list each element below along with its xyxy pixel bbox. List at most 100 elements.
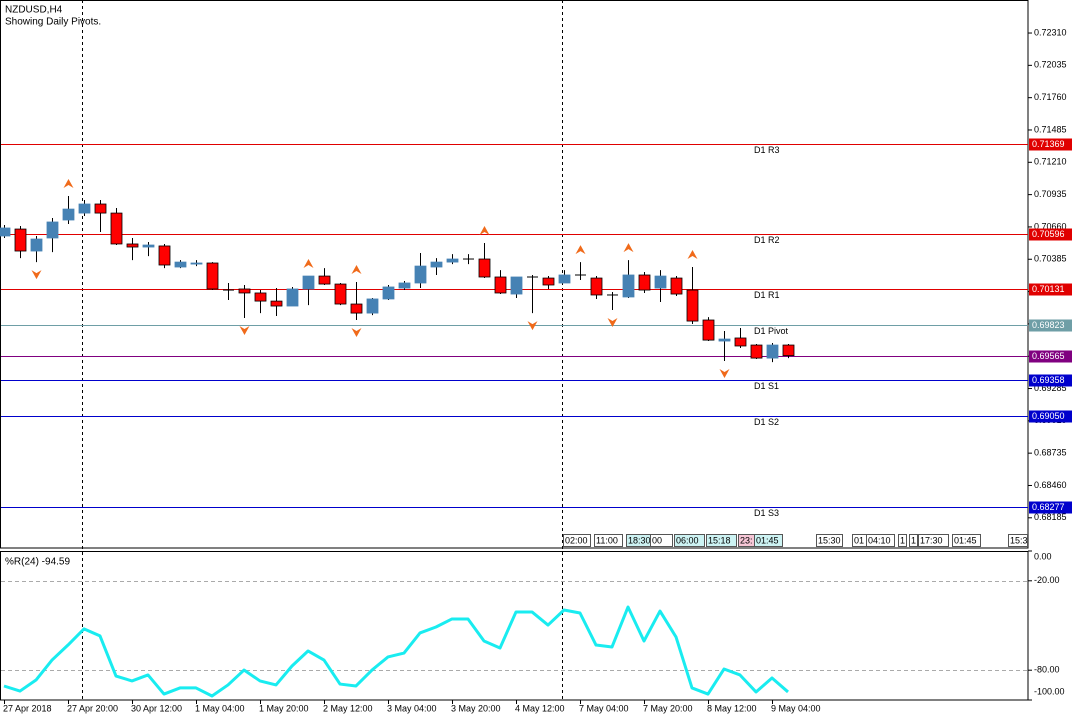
pivot-name: D1 S2: [754, 417, 779, 427]
candle-body: [366, 298, 379, 314]
main-panel-border: [0, 0, 1029, 549]
candle-body: [318, 275, 331, 285]
time-box: [563, 534, 591, 547]
time-box: [898, 534, 907, 547]
fractal-up: [303, 259, 314, 269]
candle-body: [590, 277, 603, 296]
y-tick-label: -80.00: [1034, 665, 1060, 675]
candle-body: [430, 261, 443, 268]
price-label-box: [1029, 350, 1072, 363]
time-box-label: 06:00: [676, 535, 699, 545]
time-box: [1008, 534, 1028, 547]
candle-body: [238, 288, 251, 294]
candle-body: [0, 227, 11, 237]
time-box-label: 01:45: [954, 535, 977, 545]
x-tick-label: 8 May 12:00: [707, 703, 757, 713]
candle-body: [734, 337, 747, 347]
price-label: 0.71369: [1032, 139, 1065, 149]
candle-body: [350, 303, 363, 314]
y-tick-label: -100.00: [1034, 686, 1065, 696]
candle-body: [14, 228, 27, 252]
fractal-up: [479, 226, 490, 236]
time-box: [816, 534, 843, 547]
y-tick-label: 0.72310: [1034, 27, 1067, 37]
pivot-name: D1 R1: [754, 290, 780, 300]
candle-body: [302, 275, 315, 290]
candle-body: [46, 221, 59, 239]
time-box: [754, 534, 783, 547]
candle-body: [174, 261, 187, 268]
candle-body: [510, 276, 523, 295]
candle-body: [654, 275, 667, 289]
indicator-panel-border: [0, 551, 1029, 701]
y-tick-label: 0.68735: [1034, 448, 1067, 458]
price-label: 0.69565: [1032, 351, 1065, 361]
price-label-box: [1029, 374, 1072, 387]
fractal-down: [239, 326, 250, 336]
time-box: [909, 534, 918, 547]
price-label-box: [1029, 410, 1072, 423]
price-label: 0.70131: [1032, 284, 1065, 294]
y-tick-label: 0.70385: [1034, 254, 1067, 264]
candle-body: [558, 274, 571, 284]
time-box: [594, 534, 623, 547]
y-tick-label: 0.72035: [1034, 60, 1067, 70]
y-tick-label: 0.70935: [1034, 189, 1067, 199]
price-label-box: [1029, 138, 1072, 151]
time-box-label: 11:00: [596, 535, 618, 545]
time-box-label: 15:3: [1010, 535, 1028, 545]
candle-body: [78, 203, 91, 214]
price-label-box: [1029, 283, 1072, 296]
y-tick-label: 0.71485: [1034, 124, 1067, 134]
y-tick-label: 0.00: [1034, 551, 1052, 561]
candle-body: [254, 292, 267, 302]
candle-body: [494, 276, 507, 294]
chart-subtitle: Showing Daily Pivots.: [5, 17, 101, 28]
time-box-label: 01:45: [756, 535, 779, 545]
time-box-label: 01: [854, 535, 864, 545]
indicator-title: %R(24) -94.59: [5, 557, 70, 568]
time-box: [706, 534, 737, 547]
time-box-label: 23:: [740, 535, 753, 545]
fractal-down: [607, 318, 618, 328]
y-tick-label: 0.70660: [1034, 221, 1067, 231]
pivot-name: D1 Pivot: [754, 326, 789, 336]
fractal-up: [351, 265, 362, 275]
candle-body: [414, 265, 427, 284]
candle-body: [62, 208, 75, 221]
candle-body: [478, 258, 491, 278]
time-box-label: 04:10: [868, 535, 891, 545]
time-box-label: 1: [900, 535, 905, 545]
price-label-box: [1029, 319, 1072, 332]
x-tick-label: 1 May 20:00: [259, 703, 309, 713]
x-tick-label: 7 May 20:00: [643, 703, 693, 713]
pivot-name: D1 S3: [754, 508, 779, 518]
x-tick-label: 9 May 04:00: [771, 703, 821, 713]
candle-body: [158, 245, 171, 266]
candle-body: [30, 238, 43, 252]
x-tick-label: 3 May 04:00: [387, 703, 437, 713]
candle-body: [622, 274, 635, 298]
fractal-down: [31, 270, 42, 280]
candle-body: [542, 277, 555, 286]
y-tick-label: 0.69285: [1034, 383, 1067, 393]
time-box-label: 1: [911, 535, 916, 545]
price-label: 0.69358: [1032, 375, 1065, 385]
pivot-name: D1 S1: [754, 381, 779, 391]
time-box: [866, 534, 895, 547]
candle-body: [110, 212, 123, 245]
y-tick-label: 0.68185: [1034, 512, 1067, 522]
price-label-box: [1029, 501, 1072, 514]
fractal-down: [527, 321, 538, 331]
fractal-down: [719, 369, 730, 379]
candle-body: [702, 319, 715, 341]
candle-body: [670, 277, 683, 295]
fractal-up: [623, 243, 634, 253]
pivot-name: D1 R2: [754, 235, 780, 245]
candle-body: [270, 300, 283, 307]
x-tick-label: 27 Apr 2018: [3, 703, 52, 713]
candle-body: [446, 258, 459, 263]
price-label: 0.69050: [1032, 411, 1065, 421]
time-box: [918, 534, 949, 547]
price-label: 0.69823: [1032, 320, 1065, 330]
